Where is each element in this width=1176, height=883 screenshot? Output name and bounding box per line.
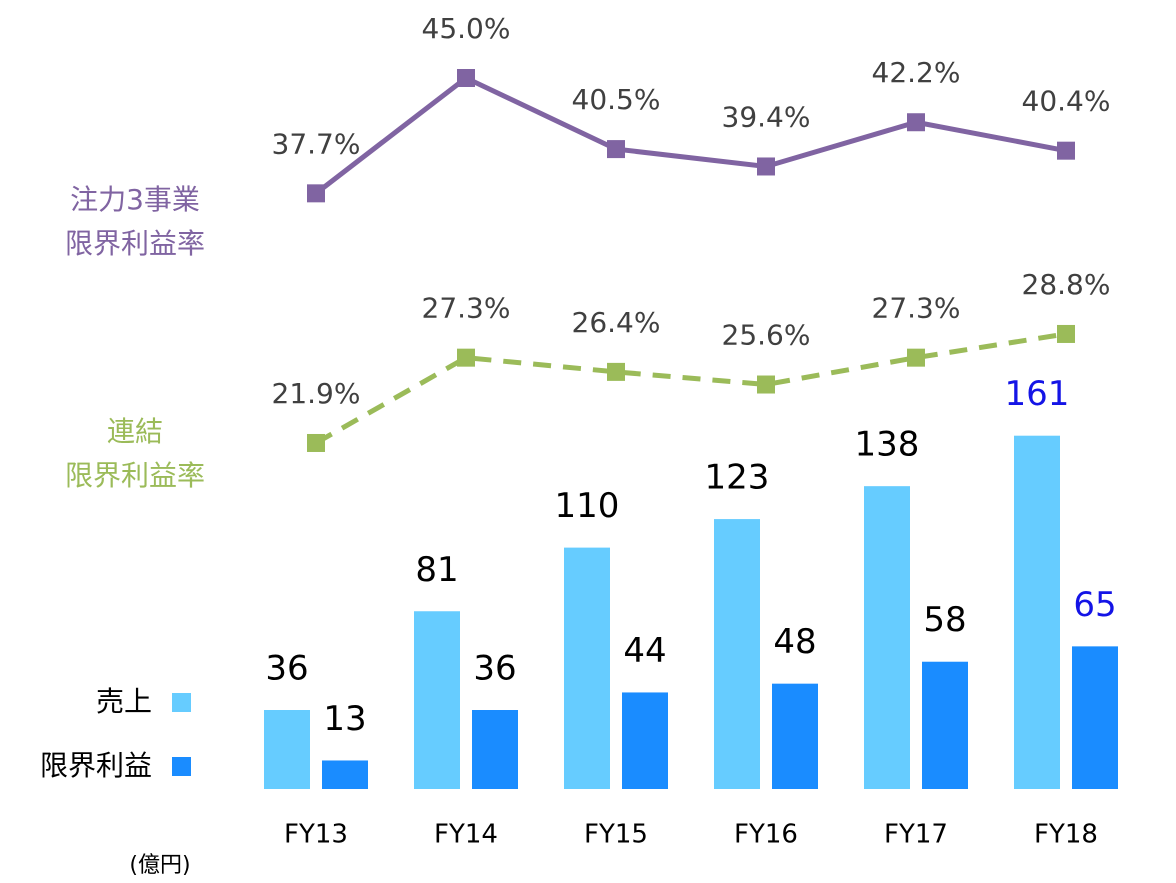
- line-marker: [307, 184, 325, 203]
- bar-value-label: 65: [1073, 585, 1116, 625]
- series-label: 注力3事業 限界利益率: [64, 183, 205, 260]
- legend-label: 売上: [96, 685, 152, 718]
- bar-value-label: 36: [473, 649, 516, 689]
- x-tick-label: FY18: [1034, 820, 1098, 850]
- series-label: 連結 限界利益率: [64, 415, 205, 492]
- bar-value-label: 36: [265, 649, 308, 689]
- x-tick-label: FY14: [434, 820, 498, 850]
- bar: [922, 661, 968, 789]
- bar: [322, 760, 368, 789]
- line-marker: [307, 433, 325, 452]
- line-value-label: 26.4%: [572, 306, 661, 339]
- bar: [864, 486, 910, 789]
- line-value-label: 21.9%: [272, 377, 361, 410]
- line-value-label: 27.3%: [422, 292, 511, 325]
- x-tick-label: FY17: [884, 820, 948, 850]
- x-tick-label: FY13: [284, 820, 348, 850]
- unit-label: (億円): [129, 853, 190, 878]
- line: [314, 75, 1067, 196]
- line-marker: [1057, 141, 1075, 160]
- line: [314, 331, 1067, 446]
- line-marker: [757, 375, 775, 394]
- bar-value-label: 44: [623, 631, 666, 671]
- bar-value-label: 81: [415, 550, 458, 590]
- bar: [1014, 435, 1060, 789]
- line-marker: [457, 69, 475, 87]
- bar-value-label: 110: [555, 486, 620, 526]
- line-marker: [1057, 324, 1075, 343]
- line-marker: [907, 348, 925, 367]
- bar: [414, 611, 460, 789]
- line-marker: [607, 362, 625, 381]
- bar-value-label: 123: [705, 458, 770, 498]
- line-marker: [607, 140, 625, 159]
- bar-value-label: 48: [773, 622, 816, 662]
- line-value-label: 40.5%: [572, 83, 661, 116]
- line-value-label: 39.4%: [722, 100, 811, 133]
- bar: [772, 683, 818, 789]
- bar: [1072, 646, 1118, 789]
- bar: [564, 547, 610, 789]
- line-value-label: 25.6%: [722, 319, 811, 352]
- line-value-label: 28.8%: [1022, 268, 1111, 301]
- bar: [622, 692, 668, 789]
- legend-swatch: [172, 757, 191, 776]
- line-value-label: 37.7%: [272, 127, 361, 160]
- bar: [714, 519, 760, 789]
- legend-swatch: [172, 693, 191, 712]
- line-marker: [457, 348, 475, 367]
- line-value-label: 42.2%: [872, 56, 961, 89]
- bar: [264, 710, 310, 789]
- line-marker: [907, 113, 925, 132]
- bar: [472, 710, 518, 789]
- x-tick-label: FY15: [584, 820, 648, 850]
- line-marker: [757, 157, 775, 176]
- line-value-label: 27.3%: [872, 292, 961, 325]
- bar-value-label: 161: [1005, 374, 1070, 414]
- bar-value-label: 13: [323, 699, 366, 739]
- bar-value-label: 138: [855, 425, 920, 465]
- bar-value-label: 58: [923, 600, 966, 640]
- line-value-label: 40.4%: [1022, 85, 1111, 118]
- legend-label: 限界利益: [40, 749, 152, 782]
- line-value-label: 45.0%: [422, 12, 511, 45]
- x-tick-label: FY16: [734, 820, 798, 850]
